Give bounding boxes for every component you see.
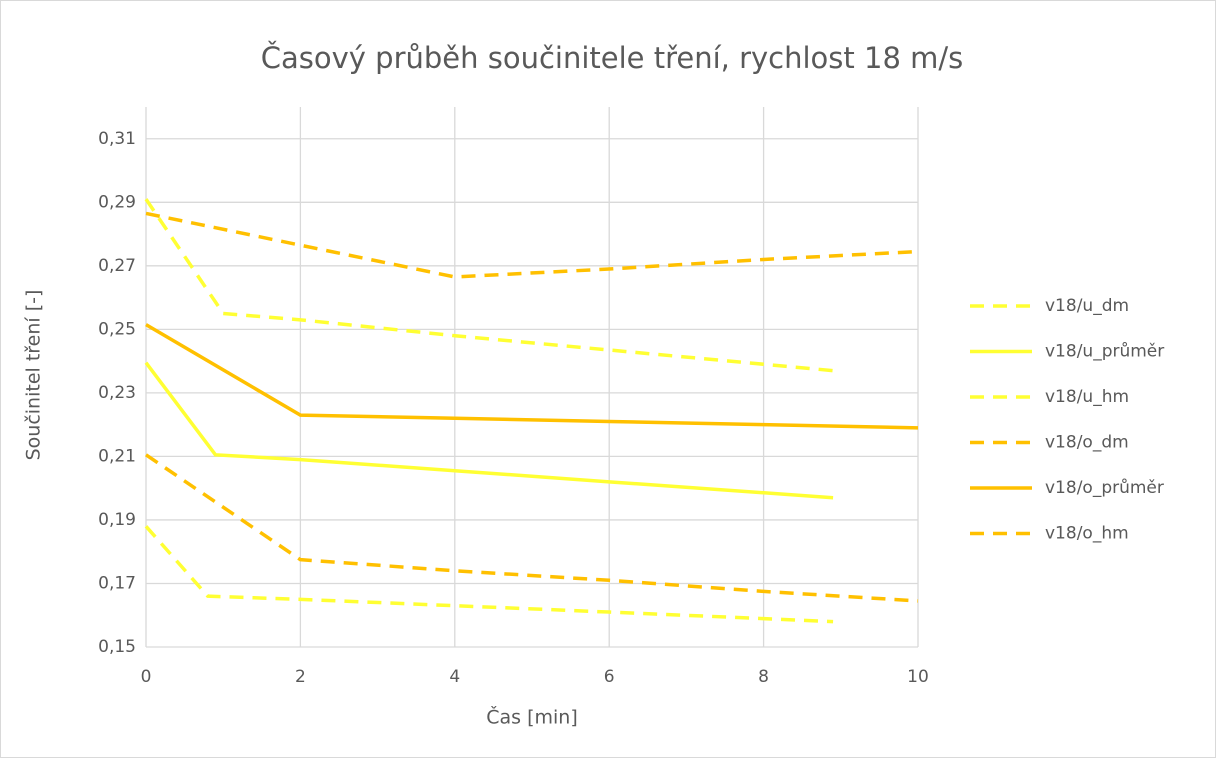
y-tick-label: 0,21	[98, 446, 136, 466]
y-tick-label: 0,23	[98, 383, 136, 403]
legend-label: v18/u_dm	[1045, 296, 1129, 316]
chart-title: Časový průběh součinitele tření, rychlos…	[261, 41, 964, 75]
x-tick-label: 8	[758, 667, 769, 687]
line-series	[145, 453, 919, 603]
y-tick-label: 0,31	[98, 129, 136, 149]
y-tick-label: 0,19	[98, 510, 136, 530]
legend-label: v18/o_průměr	[1045, 478, 1164, 498]
line-series	[144, 198, 834, 373]
x-axis-label: Čas [min]	[486, 705, 578, 729]
line-series	[145, 323, 919, 430]
line-series	[144, 361, 834, 500]
x-tick-label: 2	[295, 667, 306, 687]
x-tick-label: 6	[604, 667, 615, 687]
x-tick-label: 10	[907, 667, 929, 687]
line-series	[145, 211, 919, 279]
legend-label: v18/u_průměr	[1045, 342, 1164, 362]
x-tick-label: 4	[449, 667, 460, 687]
legend-label: v18/o_dm	[1045, 433, 1129, 453]
legend-label: v18/u_hm	[1045, 387, 1129, 407]
y-tick-label: 0,29	[98, 192, 136, 212]
y-tick-label: 0,25	[98, 319, 136, 339]
y-tick-label: 0,27	[98, 256, 136, 276]
y-tick-label: 0,15	[98, 637, 136, 657]
y-axis-label: Součinitel tření [-]	[23, 290, 45, 461]
line-series	[144, 525, 834, 624]
legend-label: v18/o_hm	[1045, 524, 1129, 544]
y-tick-label: 0,17	[98, 573, 136, 593]
x-tick-label: 0	[141, 667, 152, 687]
